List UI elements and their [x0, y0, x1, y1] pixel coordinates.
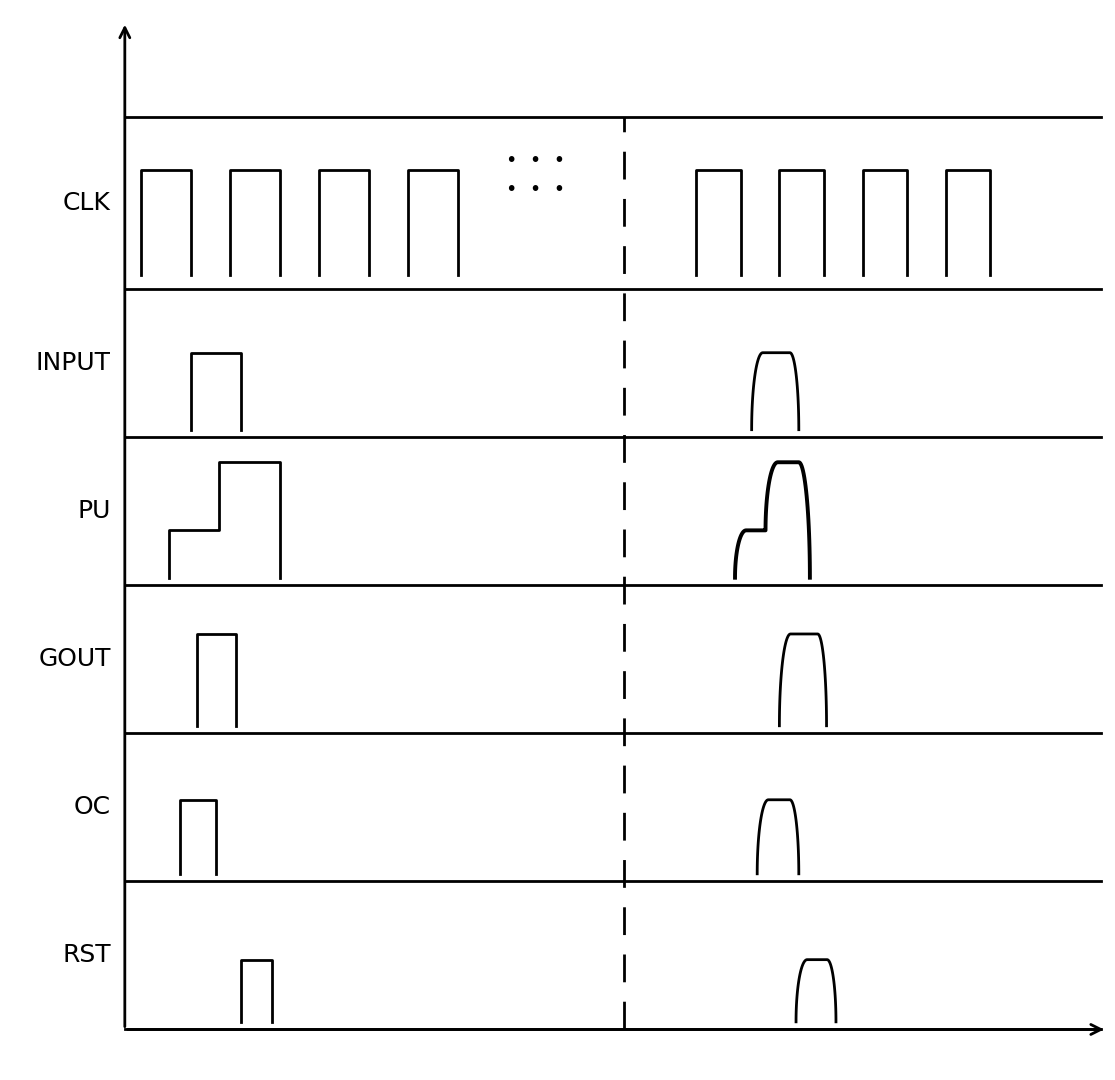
Text: •  •  •: • • • — [506, 151, 565, 170]
Text: INPUT: INPUT — [36, 351, 112, 376]
Text: RST: RST — [62, 944, 112, 968]
Text: GOUT: GOUT — [38, 647, 112, 672]
Text: •  •  •: • • • — [506, 179, 565, 199]
Text: PU: PU — [78, 499, 112, 524]
Text: CLK: CLK — [64, 191, 112, 215]
Text: OC: OC — [74, 795, 112, 820]
